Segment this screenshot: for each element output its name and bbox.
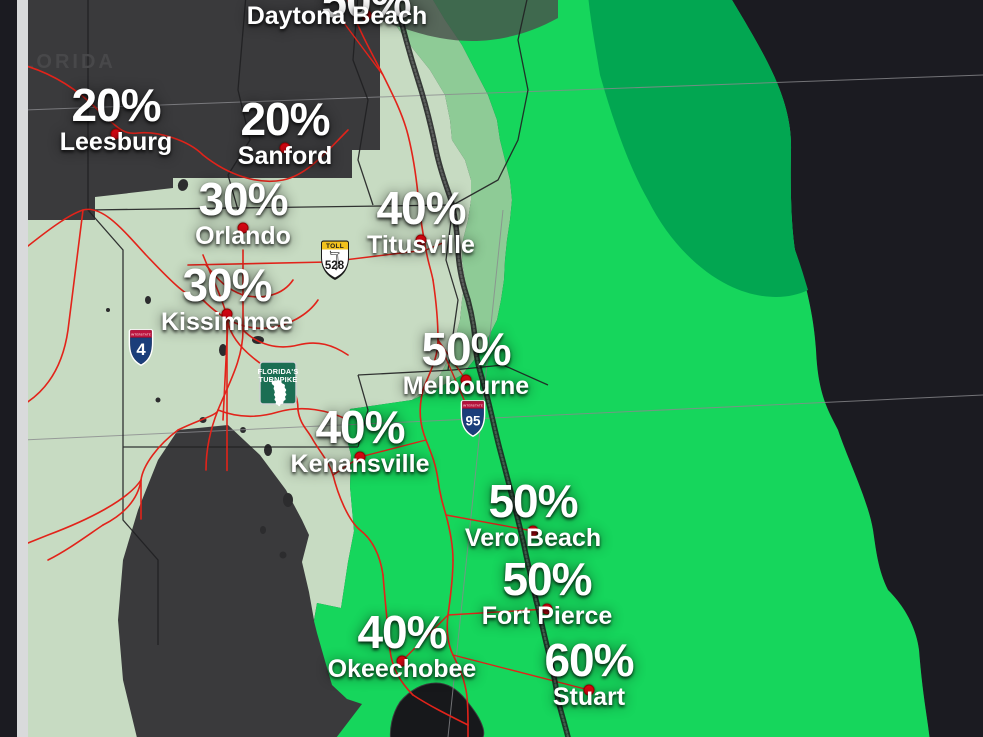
svg-text:FLORIDA: FLORIDA [28, 51, 116, 73]
svg-text:95: 95 [466, 413, 481, 428]
svg-text:4: 4 [136, 340, 146, 359]
